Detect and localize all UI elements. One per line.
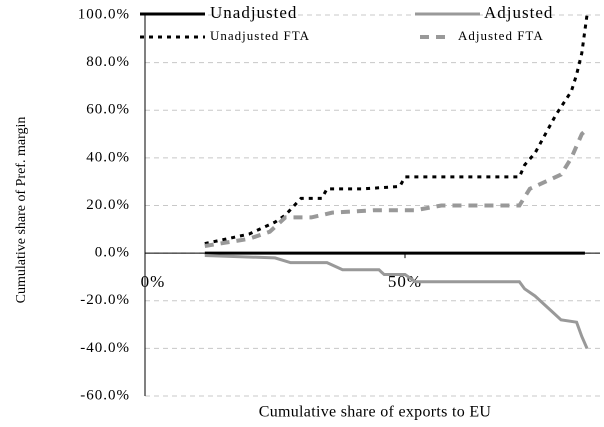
y-tick-label: 100.0% bbox=[78, 6, 130, 22]
legend-label: Unadjusted bbox=[210, 3, 297, 22]
x-tick-label: 50% bbox=[388, 272, 422, 291]
y-tick-label: -20.0% bbox=[80, 292, 130, 308]
y-tick-label: 40.0% bbox=[86, 149, 130, 165]
y-tick-label: -60.0% bbox=[80, 387, 130, 403]
y-tick-label: 0.0% bbox=[95, 245, 130, 261]
y-tick-label: 60.0% bbox=[86, 102, 130, 118]
y-axis-label: Cumulative share of Pref. margin bbox=[14, 117, 29, 304]
series-line bbox=[204, 254, 589, 349]
legend-label: Adjusted FTA bbox=[458, 28, 544, 43]
y-tick-label: -40.0% bbox=[80, 340, 130, 356]
series-line bbox=[204, 127, 589, 248]
x-tick-label: 0% bbox=[141, 272, 166, 291]
x-axis-label: Cumulative share of exports to EU bbox=[259, 404, 492, 421]
legend-label: Unadjusted FTA bbox=[210, 28, 310, 43]
y-tick-label: 20.0% bbox=[86, 197, 130, 213]
legend-label: Adjusted bbox=[484, 3, 553, 22]
y-tick-label: 80.0% bbox=[86, 54, 130, 70]
